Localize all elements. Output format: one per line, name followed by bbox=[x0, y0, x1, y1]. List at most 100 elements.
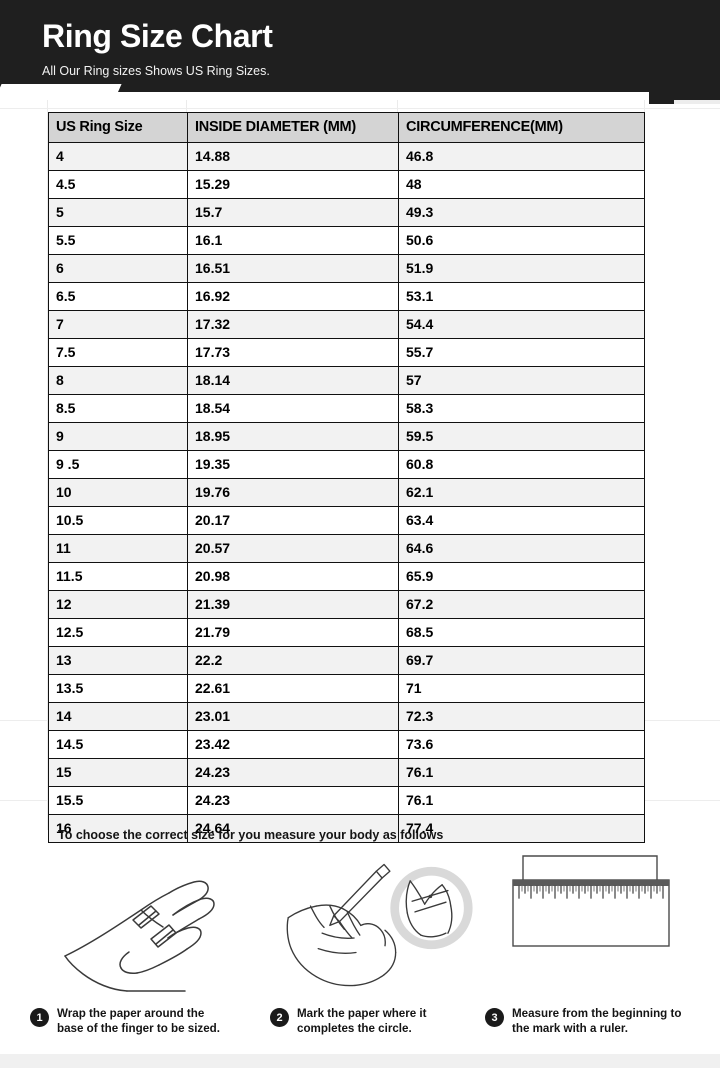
table-row: 10.5 20.17 63.4 bbox=[48, 506, 645, 535]
cell-inside-diameter: 17.32 bbox=[187, 310, 399, 339]
step-text-3-line2: the mark with a ruler. bbox=[512, 1021, 628, 1035]
table-row: 9 .5 19.35 60.8 bbox=[48, 450, 645, 479]
step-text-2-line2: completes the circle. bbox=[297, 1021, 412, 1035]
cell-us-ring-size: 6.5 bbox=[48, 282, 188, 311]
cell-circumference: 69.7 bbox=[398, 646, 645, 675]
header-notch-middle bbox=[104, 92, 649, 104]
table-row: 15 24.23 76.1 bbox=[48, 758, 645, 787]
header-band bbox=[0, 0, 720, 104]
step-number-badge-2: 2 bbox=[270, 1008, 289, 1027]
table-row: 6.5 16.92 53.1 bbox=[48, 282, 645, 311]
cell-circumference: 46.8 bbox=[398, 142, 645, 171]
cell-inside-diameter: 23.01 bbox=[187, 702, 399, 731]
cell-us-ring-size: 12 bbox=[48, 590, 188, 619]
cell-circumference: 65.9 bbox=[398, 562, 645, 591]
table-row: 16 24.64 77.4 bbox=[48, 814, 645, 843]
cell-circumference: 60.8 bbox=[398, 450, 645, 479]
cell-us-ring-size: 6 bbox=[48, 254, 188, 283]
table-row: 8.5 18.54 58.3 bbox=[48, 394, 645, 423]
step-text-1: Wrap the paper around the base of the fi… bbox=[57, 1007, 220, 1036]
cell-us-ring-size: 13 bbox=[48, 646, 188, 675]
cell-us-ring-size: 8.5 bbox=[48, 394, 188, 423]
cell-us-ring-size: 15.5 bbox=[48, 786, 188, 815]
table-header-row: US Ring Size INSIDE DIAMETER (MM) CIRCUM… bbox=[48, 112, 645, 143]
cell-inside-diameter: 24.64 bbox=[187, 814, 399, 843]
step-text-2: Mark the paper where it completes the ci… bbox=[297, 1007, 427, 1036]
cell-circumference: 72.3 bbox=[398, 702, 645, 731]
cell-inside-diameter: 24.23 bbox=[187, 758, 399, 787]
cell-circumference: 77.4 bbox=[398, 814, 645, 843]
header-notch-right bbox=[674, 100, 720, 104]
step-text-2-line1: Mark the paper where it bbox=[297, 1007, 427, 1020]
bottom-band bbox=[0, 1054, 720, 1068]
cell-circumference: 50.6 bbox=[398, 226, 645, 255]
cell-us-ring-size: 7.5 bbox=[48, 338, 188, 367]
table-row: 10 19.76 62.1 bbox=[48, 478, 645, 507]
cell-us-ring-size: 14.5 bbox=[48, 730, 188, 759]
column-header-circumference: CIRCUMFERENCE(MM) bbox=[398, 112, 645, 143]
cell-inside-diameter: 21.39 bbox=[187, 590, 399, 619]
table-row: 11 20.57 64.6 bbox=[48, 534, 645, 563]
cell-us-ring-size: 10 bbox=[48, 478, 188, 507]
table-row: 12 21.39 67.2 bbox=[48, 590, 645, 619]
cell-inside-diameter: 18.95 bbox=[187, 422, 399, 451]
table-row: 8 18.14 57 bbox=[48, 366, 645, 395]
step-number-badge-1: 1 bbox=[30, 1008, 49, 1027]
step-text-3: Measure from the beginning to the mark w… bbox=[512, 1007, 681, 1036]
step-item-2: 2 Mark the paper where it completes the … bbox=[270, 1007, 500, 1036]
cell-us-ring-size: 5.5 bbox=[48, 226, 188, 255]
cell-us-ring-size: 12.5 bbox=[48, 618, 188, 647]
cell-circumference: 62.1 bbox=[398, 478, 645, 507]
cell-circumference: 54.4 bbox=[398, 310, 645, 339]
cell-us-ring-size: 16 bbox=[48, 814, 188, 843]
table-row: 7 17.32 54.4 bbox=[48, 310, 645, 339]
cell-us-ring-size: 4 bbox=[48, 142, 188, 171]
step-item-3: 3 Measure from the beginning to the mark… bbox=[485, 1007, 720, 1036]
table-row: 4 14.88 46.8 bbox=[48, 142, 645, 171]
cell-inside-diameter: 17.73 bbox=[187, 338, 399, 367]
cell-inside-diameter: 24.23 bbox=[187, 786, 399, 815]
step-number-badge-3: 3 bbox=[485, 1008, 504, 1027]
cell-inside-diameter: 15.7 bbox=[187, 198, 399, 227]
table-row: 11.5 20.98 65.9 bbox=[48, 562, 645, 591]
ruler-measuring-paper-icon bbox=[505, 848, 695, 998]
cell-circumference: 58.3 bbox=[398, 394, 645, 423]
cell-inside-diameter: 19.35 bbox=[187, 450, 399, 479]
table-row: 4.5 15.29 48 bbox=[48, 170, 645, 199]
cell-circumference: 76.1 bbox=[398, 786, 645, 815]
cell-inside-diameter: 23.42 bbox=[187, 730, 399, 759]
cell-circumference: 48 bbox=[398, 170, 645, 199]
cell-inside-diameter: 18.54 bbox=[187, 394, 399, 423]
cell-inside-diameter: 19.76 bbox=[187, 478, 399, 507]
ring-size-table-wrapper: US Ring Size INSIDE DIAMETER (MM) CIRCUM… bbox=[48, 112, 645, 843]
cell-inside-diameter: 20.98 bbox=[187, 562, 399, 591]
cell-inside-diameter: 16.1 bbox=[187, 226, 399, 255]
table-row: 12.5 21.79 68.5 bbox=[48, 618, 645, 647]
cell-us-ring-size: 4.5 bbox=[48, 170, 188, 199]
cell-inside-diameter: 20.57 bbox=[187, 534, 399, 563]
table-row: 14 23.01 72.3 bbox=[48, 702, 645, 731]
column-header-us-ring-size: US Ring Size bbox=[48, 112, 188, 143]
cell-inside-diameter: 21.79 bbox=[187, 618, 399, 647]
cell-us-ring-size: 11.5 bbox=[48, 562, 188, 591]
table-row: 5.5 16.1 50.6 bbox=[48, 226, 645, 255]
step-text-1-line2: base of the finger to be sized. bbox=[57, 1021, 220, 1035]
table-row: 9 18.95 59.5 bbox=[48, 422, 645, 451]
table-body: 4 14.88 46.8 4.5 15.29 48 5 15.7 49.3 5.5 16.1 50.6… bbox=[48, 142, 645, 843]
table-row: 15.5 24.23 76.1 bbox=[48, 786, 645, 815]
cell-us-ring-size: 13.5 bbox=[48, 674, 188, 703]
cell-inside-diameter: 22.2 bbox=[187, 646, 399, 675]
measure-instruction-note: To choose the correct size for you measu… bbox=[58, 828, 444, 842]
cell-circumference: 63.4 bbox=[398, 506, 645, 535]
cell-circumference: 64.6 bbox=[398, 534, 645, 563]
page-subtitle: All Our Ring sizes Shows US Ring Sizes. bbox=[42, 64, 270, 78]
step-item-1: 1 Wrap the paper around the base of the … bbox=[30, 1007, 280, 1036]
table-row: 5 15.7 49.3 bbox=[48, 198, 645, 227]
ring-size-table: US Ring Size INSIDE DIAMETER (MM) CIRCUM… bbox=[48, 112, 645, 843]
cell-circumference: 71 bbox=[398, 674, 645, 703]
measuring-steps: 1 Wrap the paper around the base of the … bbox=[30, 1007, 720, 1055]
hand-with-paper-strip-icon bbox=[55, 848, 270, 998]
cell-us-ring-size: 14 bbox=[48, 702, 188, 731]
table-row: 6 16.51 51.9 bbox=[48, 254, 645, 283]
